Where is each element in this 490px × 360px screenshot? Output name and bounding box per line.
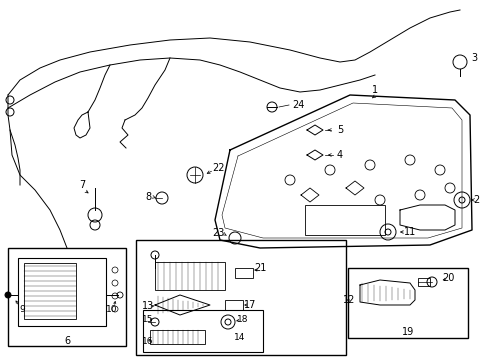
Text: 16: 16 [142, 338, 154, 346]
Text: 13: 13 [142, 301, 154, 311]
Bar [225, 300, 243, 310]
Text: 4: 4 [337, 150, 343, 160]
Text: 3: 3 [471, 53, 477, 63]
Text: 19: 19 [402, 327, 414, 337]
Text: 6: 6 [64, 336, 70, 346]
Bar [348, 268, 468, 338]
Bar [24, 263, 76, 319]
Text: 21: 21 [254, 263, 266, 273]
Text: 9: 9 [19, 305, 25, 314]
Bar [235, 268, 253, 278]
Text: 23: 23 [212, 228, 224, 238]
Text: 15: 15 [142, 315, 154, 324]
Text: 20: 20 [442, 273, 454, 283]
Text: 2: 2 [473, 195, 479, 205]
Bar [150, 330, 205, 344]
Text: 14: 14 [234, 333, 245, 342]
Text: 22: 22 [212, 163, 224, 173]
Text: 12: 12 [343, 295, 355, 305]
Bar [155, 262, 225, 290]
Text: 11: 11 [404, 227, 416, 237]
Text: 10: 10 [106, 305, 118, 314]
Text: 24: 24 [292, 100, 304, 110]
Text: 8: 8 [145, 192, 151, 202]
Bar [418, 278, 430, 286]
Text: 7: 7 [79, 180, 85, 190]
Text: 18: 18 [237, 315, 249, 324]
Text: 1: 1 [372, 85, 378, 95]
Bar [143, 310, 263, 352]
Text: 17: 17 [244, 300, 256, 310]
Text: 5: 5 [337, 125, 343, 135]
Bar [8, 248, 126, 346]
Bar [136, 240, 346, 355]
Bar [305, 205, 385, 235]
Bar [18, 258, 106, 326]
Circle shape [5, 292, 11, 298]
